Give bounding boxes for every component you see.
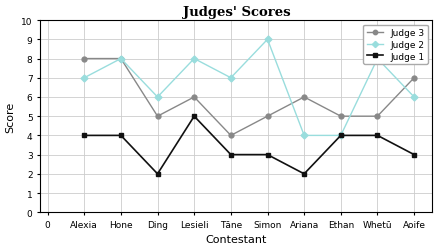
Judge 1 xyxy=(118,134,124,137)
Judge 2 xyxy=(301,134,307,137)
Judge 3 xyxy=(228,134,233,137)
Judge 2 xyxy=(338,134,343,137)
Judge 2 xyxy=(191,58,197,61)
Judge 3 xyxy=(338,115,343,118)
Judge 2 xyxy=(411,96,417,99)
Line: Judge 3: Judge 3 xyxy=(82,57,417,138)
Judge 3 xyxy=(118,58,124,61)
Judge 2 xyxy=(375,58,380,61)
Judge 1 xyxy=(411,154,417,156)
Legend: Judge 3, Judge 2, Judge 1: Judge 3, Judge 2, Judge 1 xyxy=(363,26,428,65)
Judge 1 xyxy=(155,173,160,176)
Line: Judge 2: Judge 2 xyxy=(82,38,417,138)
Judge 3 xyxy=(265,115,270,118)
Judge 1 xyxy=(81,134,87,137)
Judge 1 xyxy=(375,134,380,137)
Judge 2 xyxy=(155,96,160,99)
Judge 1 xyxy=(338,134,343,137)
Judge 2 xyxy=(81,77,87,80)
Judge 1 xyxy=(191,115,197,118)
Judge 2 xyxy=(118,58,124,61)
Judge 1 xyxy=(228,154,233,156)
Judge 1 xyxy=(265,154,270,156)
Y-axis label: Score: Score xyxy=(6,101,16,132)
Line: Judge 1: Judge 1 xyxy=(82,114,417,176)
Title: Judges' Scores: Judges' Scores xyxy=(183,6,290,18)
Judge 1 xyxy=(301,173,307,176)
Judge 3 xyxy=(81,58,87,61)
X-axis label: Contestant: Contestant xyxy=(206,234,267,244)
Judge 3 xyxy=(375,115,380,118)
Judge 3 xyxy=(155,115,160,118)
Judge 3 xyxy=(301,96,307,99)
Judge 3 xyxy=(411,77,417,80)
Judge 3 xyxy=(191,96,197,99)
Judge 2 xyxy=(228,77,233,80)
Judge 2 xyxy=(265,39,270,42)
